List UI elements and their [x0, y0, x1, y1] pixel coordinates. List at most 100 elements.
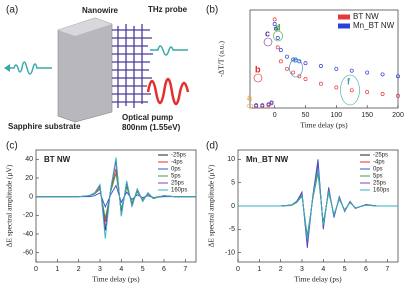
data-point	[334, 66, 339, 71]
data-point	[275, 36, 280, 40]
thz-label: THz probe	[148, 5, 188, 14]
substrate-label: Sapphire substrate	[8, 122, 81, 131]
x-tick-label: 4	[321, 266, 325, 273]
data-point	[275, 45, 280, 50]
y-tick-label: 0	[29, 194, 33, 201]
annotation-label: e	[293, 54, 298, 64]
series-line	[238, 168, 398, 240]
x-axis-label: Time delay (ps)	[92, 275, 140, 284]
x-axis-label: Time delay (ps)	[294, 275, 342, 284]
data-point	[365, 90, 370, 95]
panel-label: (c)	[6, 141, 18, 152]
annotation-ring	[340, 74, 360, 106]
x-tick-label: 4	[119, 266, 123, 273]
y-tick-label: -60	[23, 250, 33, 257]
annotation-ring	[289, 58, 303, 78]
legend-label: 160ps	[171, 188, 187, 194]
data-point	[297, 74, 302, 79]
data-point	[260, 103, 265, 108]
data-point	[272, 22, 277, 26]
annotation-label: b	[255, 64, 261, 74]
data-point	[297, 59, 302, 64]
data-point	[266, 102, 271, 107]
panel-annotation: Mn_BT NW	[246, 155, 289, 164]
y-tick-label: -40	[23, 231, 33, 238]
y-axis-label: ΔE spectral amplitude (μV)	[207, 164, 216, 247]
y-tick-label: 10	[227, 156, 235, 163]
legend-label: 0ps	[373, 167, 383, 173]
y-tick-label: 5	[231, 180, 235, 187]
x-tick-label: 7	[183, 266, 187, 273]
x-axis-label: Time delay (ps)	[300, 121, 348, 130]
annotation-label: f	[347, 76, 351, 86]
annotation-ring	[263, 37, 273, 47]
legend-label: -4ps	[373, 160, 385, 166]
legend-label: -25ps	[373, 153, 388, 159]
pump-wave	[146, 77, 190, 106]
data-point	[318, 81, 323, 86]
y-tick-label: 0	[231, 203, 235, 210]
y-tick-label: -5	[229, 226, 235, 233]
y-tick-label: 40	[25, 156, 33, 163]
data-point	[273, 26, 278, 31]
data-point	[269, 100, 274, 105]
data-point	[291, 70, 296, 75]
x-tick-label: 200	[392, 112, 404, 119]
data-point	[380, 72, 385, 77]
x-tick-label: 0	[273, 112, 277, 119]
x-tick-label: 6	[162, 266, 166, 273]
legend-label: 25ps	[171, 181, 184, 187]
series-line	[36, 157, 196, 239]
annotation-ring	[273, 30, 283, 42]
legend-label: 0ps	[171, 167, 181, 173]
x-tick-label: 3	[98, 266, 102, 273]
legend-label: 160ps	[373, 188, 389, 194]
data-point	[303, 77, 308, 82]
legend-swatch	[338, 23, 350, 29]
data-point	[318, 64, 323, 68]
nanowire-label: Nanowire	[82, 6, 119, 15]
annotation-label: d	[275, 22, 281, 32]
data-point	[365, 70, 370, 75]
y-tick-label: -20	[23, 212, 33, 219]
y-tick-label: -10	[225, 250, 235, 257]
x-tick-label: 2	[77, 266, 81, 273]
x-tick-label: 100	[330, 112, 342, 119]
panel-label: (b)	[206, 5, 218, 16]
x-tick-label: 0	[34, 266, 38, 273]
legend-label: 5ps	[171, 174, 181, 180]
thz-wave-in	[150, 45, 188, 56]
x-tick-label: 1	[55, 266, 59, 273]
x-tick-label: 7	[385, 266, 389, 273]
substrate-block	[57, 17, 113, 123]
chart: (d) Time delay (ps) ΔE spectral amplitude …	[206, 141, 399, 284]
y-axis-label: ΔE spectral amplitude (μV)	[5, 164, 14, 247]
panel-label: (a)	[6, 5, 18, 16]
x-tick-label: 1	[257, 266, 261, 273]
panel-label: (d)	[206, 141, 218, 152]
data-point	[278, 48, 283, 53]
data-point	[254, 103, 259, 108]
legend-label: 25ps	[373, 181, 386, 187]
annotation-label: a	[247, 92, 253, 102]
plot-frame	[35, 149, 197, 263]
nanowires	[112, 24, 153, 108]
x-tick-label: 2	[279, 266, 283, 273]
x-tick-label: 0	[236, 266, 240, 273]
legend-label: -25ps	[171, 153, 186, 159]
plot-frame	[249, 9, 399, 109]
data-point	[334, 85, 339, 90]
annotation-ring	[253, 73, 263, 83]
data-point	[278, 59, 283, 64]
schematic: (a) Nanowire THz probe Sapphire substrat…	[4, 5, 190, 132]
legend-swatch	[338, 14, 350, 20]
arrow	[4, 64, 10, 72]
panel-annotation: BT NW	[44, 155, 71, 164]
x-tick-label: 5	[343, 266, 347, 273]
chart: (c) Time delay (ps) ΔE spectral amplitude …	[5, 141, 197, 284]
legend-label: 5ps	[373, 174, 383, 180]
data-point	[396, 74, 400, 79]
thz-wave-out	[8, 61, 52, 75]
